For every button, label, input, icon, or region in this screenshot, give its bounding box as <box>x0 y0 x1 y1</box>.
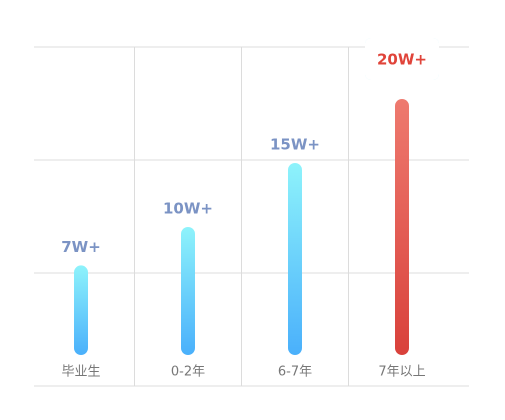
value-label: 10W+ <box>163 200 213 218</box>
tooltip-box <box>365 38 439 80</box>
x-tick-label: 7年以上 <box>378 365 425 380</box>
bar <box>74 265 88 355</box>
x-tick-label: 6-7年 <box>278 365 312 380</box>
bar <box>288 163 302 355</box>
bar <box>181 227 195 355</box>
value-label: 7W+ <box>61 238 101 256</box>
bar <box>395 99 409 355</box>
x-tick-label: 毕业生 <box>61 365 100 380</box>
x-tick-label: 0-2年 <box>171 365 205 380</box>
value-label: 20W+ <box>377 51 427 69</box>
value-label: 15W+ <box>270 136 320 154</box>
